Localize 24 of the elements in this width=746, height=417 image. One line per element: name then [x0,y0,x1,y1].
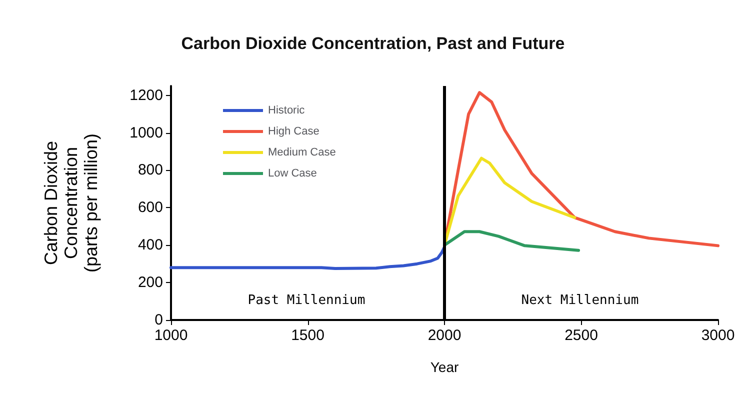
y-axis-title: Carbon Dioxide Concentration (parts per million) [41,133,101,273]
annotation: Next Millennium [521,293,639,308]
line-series [443,230,580,252]
y-tick-label: 400 [138,236,163,254]
legend-label: Medium Case [268,146,336,158]
x-tick-label: 2000 [428,327,462,344]
legend-label: Low Case [268,168,317,180]
legend-label: High Case [268,126,320,138]
y-tick-label: 1200 [130,86,163,104]
line-series [443,91,720,248]
x-tick-label: 3000 [701,327,735,344]
x-tick-label: 1500 [291,327,324,344]
legend-label: Historic [268,104,306,116]
y-tick-label: 0 [154,312,163,328]
x-tick-label: 1000 [154,327,188,344]
x-tick-label: 2500 [564,327,598,344]
y-tick-label: 600 [138,199,163,216]
line-series [170,245,446,270]
x-axis-title: Year [430,359,459,375]
y-tick-label: 1000 [130,124,163,142]
chart-title: Carbon Dioxide Concentration, Past and Future [181,34,565,53]
y-tick-label: 200 [138,274,163,292]
annotation: Past Millennium [248,293,366,308]
y-tick-label: 800 [138,162,163,179]
